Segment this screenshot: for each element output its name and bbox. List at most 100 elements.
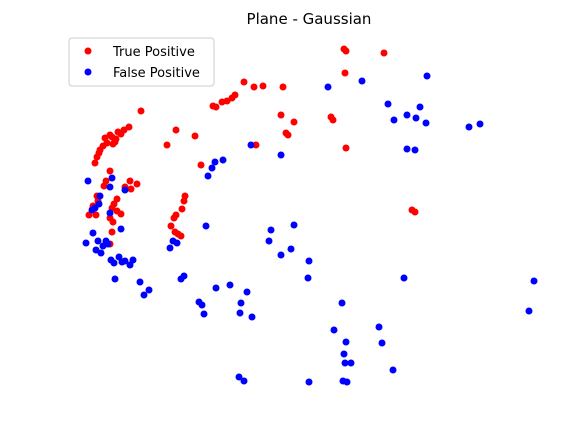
data-point-true-positive [177,232,185,240]
data-point-true-positive [252,141,260,149]
data-point-true-positive [259,82,267,90]
data-point-false-positive [248,313,256,321]
data-point-true-positive [100,182,108,190]
data-point-true-positive [108,228,116,236]
data-point-true-positive [191,132,199,140]
data-point-true-positive [117,130,125,138]
data-point-true-positive [197,161,205,169]
data-point-false-positive [375,323,383,331]
data-point-false-positive [330,326,338,334]
data-point-true-positive [163,141,171,149]
chart-title: Plane - Gaussian [247,10,372,28]
data-point-false-positive [208,164,216,172]
data-point-true-positive [133,180,141,188]
data-point-true-positive [178,205,186,213]
data-point-true-positive [411,208,419,216]
legend-marker-true-positive [84,47,92,55]
data-point-false-positive [110,259,118,267]
data-point-false-positive [384,100,392,108]
data-point-true-positive [250,83,258,91]
data-point-false-positive [525,307,533,315]
data-point-false-positive [173,239,181,247]
data-point-true-positive [92,211,100,219]
data-point-false-positive [400,274,408,282]
data-point-true-positive [93,153,101,161]
data-point-true-positive [127,185,135,193]
data-point-false-positive [340,350,348,358]
data-point-false-positive [305,378,313,386]
data-point-true-positive [180,197,188,205]
data-point-true-positive [284,131,292,139]
data-point-false-positive [94,237,102,245]
data-point-false-positive [96,192,104,200]
legend-label-true-positive: True Positive [112,45,195,60]
data-point-false-positive [226,281,234,289]
legend-box [68,37,215,87]
data-point-false-positive [111,275,119,283]
data-point-true-positive [277,111,285,119]
data-point-false-positive [121,186,129,194]
data-point-false-positive [378,339,386,347]
data-point-false-positive [99,242,107,250]
data-point-false-positive [304,274,312,282]
legend: True Positive False Positive [68,37,215,87]
data-point-false-positive [177,275,185,283]
data-point-false-positive [341,359,349,367]
data-point-true-positive [329,116,337,124]
data-point-false-positive [198,301,206,309]
data-point-false-positive [305,257,313,265]
data-point-false-positive [212,284,220,292]
data-point-true-positive [172,126,180,134]
data-point-false-positive [240,377,248,385]
points-layer [82,45,538,386]
data-point-false-positive [358,77,366,85]
data-point-false-positive [343,378,351,386]
data-point-false-positive [389,366,397,374]
data-point-false-positive [219,156,227,164]
data-point-true-positive [109,140,117,148]
data-point-true-positive [341,69,349,77]
data-point-true-positive [279,83,287,91]
data-point-false-positive [338,299,346,307]
data-point-false-positive [88,206,96,214]
data-point-false-positive [247,141,255,149]
data-point-true-positive [212,103,220,111]
data-point-true-positive [342,144,350,152]
data-point-true-positive [342,47,350,55]
data-point-false-positive [84,177,92,185]
data-point-false-positive [347,359,355,367]
data-point-false-positive [290,221,298,229]
legend-label-false-positive: False Positive [113,66,200,81]
legend-marker-false-positive [84,68,92,76]
data-point-false-positive [200,310,208,318]
data-point-false-positive [412,114,420,122]
data-point-false-positive [126,261,134,269]
data-point-false-positive [82,239,90,247]
data-point-false-positive [342,338,350,346]
data-point-false-positive [403,145,411,153]
data-point-false-positive [277,151,285,159]
data-point-true-positive [106,167,114,175]
data-point-false-positive [403,111,411,119]
data-point-false-positive [89,229,97,237]
data-point-true-positive [240,78,248,86]
data-point-true-positive [380,49,388,57]
data-point-false-positive [423,72,431,80]
data-point-true-positive [137,107,145,115]
data-point-true-positive [117,210,125,218]
data-point-false-positive [106,209,114,217]
data-point-false-positive [265,237,273,245]
data-point-false-positive [145,286,153,294]
data-point-true-positive [290,118,298,126]
data-point-false-positive [277,251,285,259]
data-point-false-positive [118,258,126,266]
data-point-false-positive [166,244,174,252]
data-point-false-positive [390,116,398,124]
data-point-false-positive [108,174,116,182]
data-point-true-positive [126,177,134,185]
data-point-false-positive [465,123,473,131]
data-point-false-positive [287,245,295,253]
data-point-false-positive [416,103,424,111]
data-point-false-positive [476,120,484,128]
